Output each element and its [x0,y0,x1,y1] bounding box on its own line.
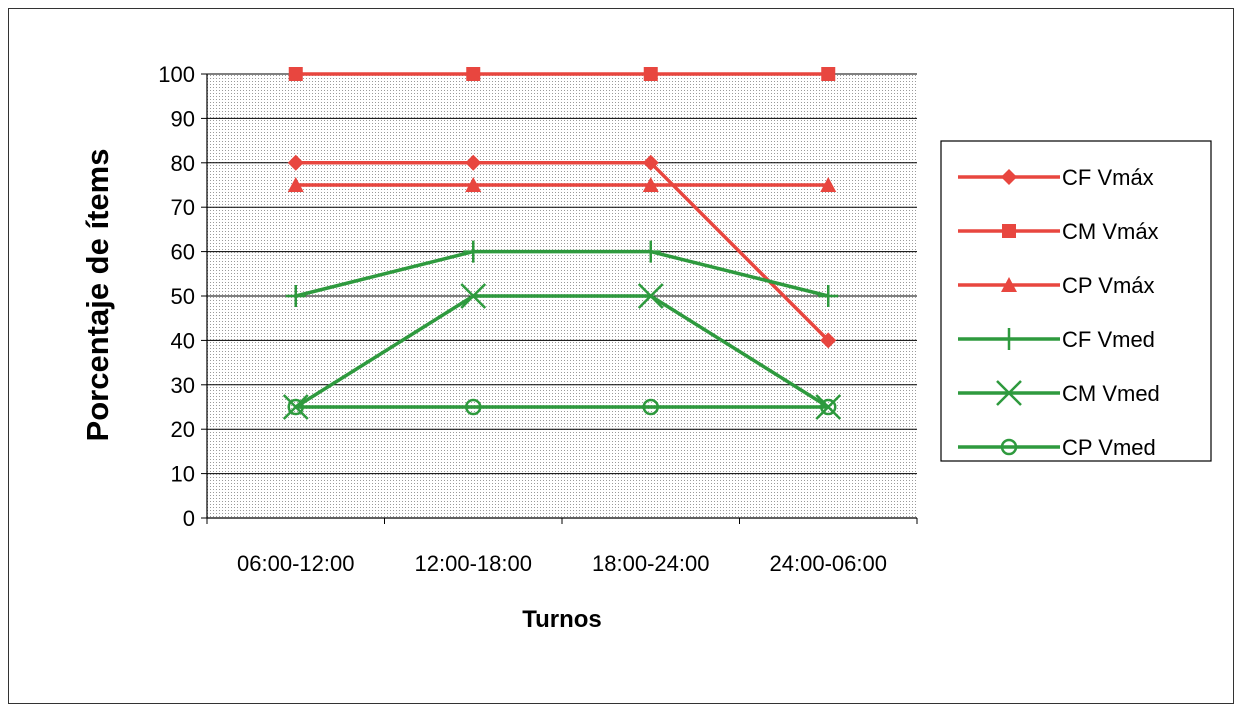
legend-swatch-marker [1000,438,1018,456]
series-line [295,161,830,342]
data-point [820,177,837,192]
data-point [640,240,661,263]
data-point [463,240,484,263]
y-tick-label: 90 [171,106,195,131]
y-tick-label: 20 [171,417,195,442]
y-tick-label: 50 [171,284,195,309]
data-point [642,398,659,416]
y-tick-label: 40 [171,328,195,353]
x-tick-label: 24:00-06:00 [770,551,887,576]
series-cm-vm-x [288,67,836,81]
series-cf-vmed [285,240,839,307]
legend: CF Vmáx CM Vmáx CP Vmáx CF Vmed CM Vmed CP Vm… [940,140,1212,462]
legend-swatch-marker [1001,169,1017,185]
series-cp-vm-x [287,177,837,192]
legend-label: CP Vmed [1062,435,1156,460]
data-point [465,154,482,171]
legend-label: CP Vmáx [1062,273,1155,298]
series-line [295,249,829,298]
legend-label: CM Vmed [1062,381,1160,406]
data-point [642,177,659,192]
data-point [820,398,837,416]
series-cp-vmed [287,398,837,416]
x-tick-label: 12:00-18:00 [415,551,532,576]
legend-item: CP Vmáx [958,273,1155,298]
y-tick-label: 80 [171,151,195,176]
legend-label: CM Vmáx [1062,219,1159,244]
series-cf-vm-x [287,154,837,349]
x-axis-title: Turnos [522,606,602,633]
data-point [643,67,658,81]
y-tick-label: 70 [171,195,195,220]
y-tick-label: 0 [183,506,195,531]
y-tick-label: 30 [171,373,195,398]
legend-swatch-marker [1001,277,1017,292]
legend-item: CM Vmed [958,380,1160,406]
data-point [466,67,481,81]
data-point [821,67,836,81]
data-point [820,332,837,349]
data-point [818,285,839,307]
data-point [287,177,304,192]
x-tick-label: 06:00-12:00 [237,551,354,576]
data-point [465,398,482,416]
legend-swatch-marker [999,328,1019,350]
series-lines [282,67,842,420]
y-tick-label: 60 [171,240,195,265]
legend-label: CF Vmed [1062,327,1155,352]
data-point [642,154,659,171]
legend-swatch-marker [1002,224,1016,238]
legend-item: CF Vmed [958,327,1155,352]
legend-item: CP Vmed [958,435,1156,460]
legend-item: CF Vmáx [958,165,1154,190]
data-point [287,398,304,416]
y-tick-label: 10 [171,462,195,487]
data-point [288,67,303,81]
legend-swatch-marker [996,380,1022,406]
legend-label: CF Vmáx [1062,165,1154,190]
data-point [285,285,306,307]
y-axis-title: Porcentaje de ítems [80,149,115,442]
data-point [465,177,482,192]
data-point [637,283,664,309]
series-line [294,294,830,409]
data-point [287,154,304,171]
x-tick-label: 18:00-24:00 [592,551,709,576]
data-point [460,283,487,309]
axes: 0 10 20 30 40 50 60 70 80 90 100 06:00-12:00 12:00-1… [158,62,918,576]
y-tick-label: 100 [158,62,195,87]
legend-box [940,140,1212,462]
legend-item: CM Vmáx [958,219,1159,244]
